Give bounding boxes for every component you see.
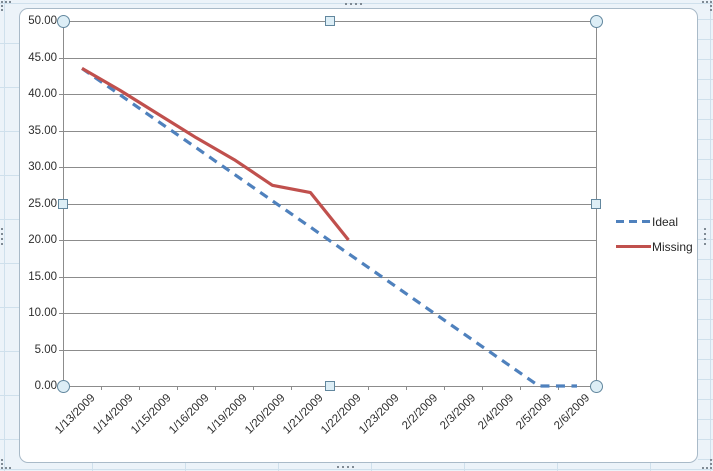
grip-dot — [704, 233, 706, 235]
grip-dot — [702, 467, 704, 469]
grip-dot — [704, 228, 706, 230]
grip-dot — [1, 1, 3, 3]
grip-dot — [704, 238, 706, 240]
y-axis-tick-label: 15.00 — [28, 271, 57, 283]
grip-dot — [355, 3, 357, 5]
grip-dot — [710, 9, 712, 11]
legend-item-ideal[interactable]: Ideal — [616, 209, 710, 234]
ideal-series-line[interactable] — [81, 67, 577, 388]
selection-handle-edge[interactable] — [324, 381, 335, 391]
chart-legend[interactable]: Ideal Missing — [616, 209, 710, 259]
selection-handle-corner[interactable] — [56, 14, 70, 28]
grip-dot — [347, 466, 349, 468]
grip-dot — [337, 466, 339, 468]
y-axis-tick-label: 35.00 — [28, 125, 57, 137]
missing-series-marker-icon — [616, 245, 651, 248]
grip-dot — [1, 5, 3, 7]
missing-series-line[interactable] — [81, 67, 350, 242]
y-axis-tick-label: 45.00 — [28, 52, 57, 64]
grip-dot — [706, 467, 708, 469]
y-axis-tick-label: 50.00 — [28, 15, 57, 27]
grip-dot — [9, 1, 11, 3]
y-axis-tick-label: 5.00 — [34, 344, 57, 356]
grip-dot — [1, 238, 3, 240]
grip-dot — [345, 3, 347, 5]
grip-dot — [342, 466, 344, 468]
grip-dot — [352, 466, 354, 468]
selection-handle-edge[interactable] — [58, 198, 68, 209]
legend-label-missing: Missing — [652, 239, 693, 254]
y-axis-tick-label: 10.00 — [28, 307, 57, 319]
grip-dot — [360, 3, 362, 5]
grip-dot — [710, 467, 712, 469]
y-axis-tick-label: 25.00 — [28, 198, 57, 210]
selection-handle-edge[interactable] — [591, 198, 601, 209]
grip-dot — [9, 467, 11, 469]
selection-handle-corner[interactable] — [589, 14, 603, 28]
selection-handle-corner[interactable] — [589, 379, 603, 393]
y-axis-tick-label: 40.00 — [28, 88, 57, 100]
grip-dot — [704, 243, 706, 245]
legend-label-ideal: Ideal — [652, 214, 679, 229]
selection-handle-corner[interactable] — [56, 379, 70, 393]
grip-dot — [1, 243, 3, 245]
grip-dot — [702, 1, 704, 3]
y-axis-tick-label: 0.00 — [34, 380, 57, 392]
grip-dot — [1, 9, 3, 11]
grip-dot — [710, 5, 712, 7]
grip-dot — [706, 1, 708, 3]
y-axis-tick-label: 20.00 — [28, 234, 57, 246]
grip-dot — [5, 467, 7, 469]
y-axis-tick-label: 30.00 — [28, 161, 57, 173]
grip-dot — [1, 233, 3, 235]
grip-dot — [350, 3, 352, 5]
grip-dot — [710, 463, 712, 465]
legend-item-missing[interactable]: Missing — [616, 234, 710, 259]
grip-dot — [1, 228, 3, 230]
grip-dot — [1, 467, 3, 469]
ideal-series-marker-icon — [616, 220, 651, 223]
grip-dot — [710, 1, 712, 3]
grip-dot — [5, 1, 7, 3]
selection-handle-edge[interactable] — [324, 16, 335, 26]
grip-dot — [1, 463, 3, 465]
chart-object[interactable] — [19, 8, 698, 463]
grip-dot — [710, 459, 712, 461]
grip-dot — [1, 459, 3, 461]
